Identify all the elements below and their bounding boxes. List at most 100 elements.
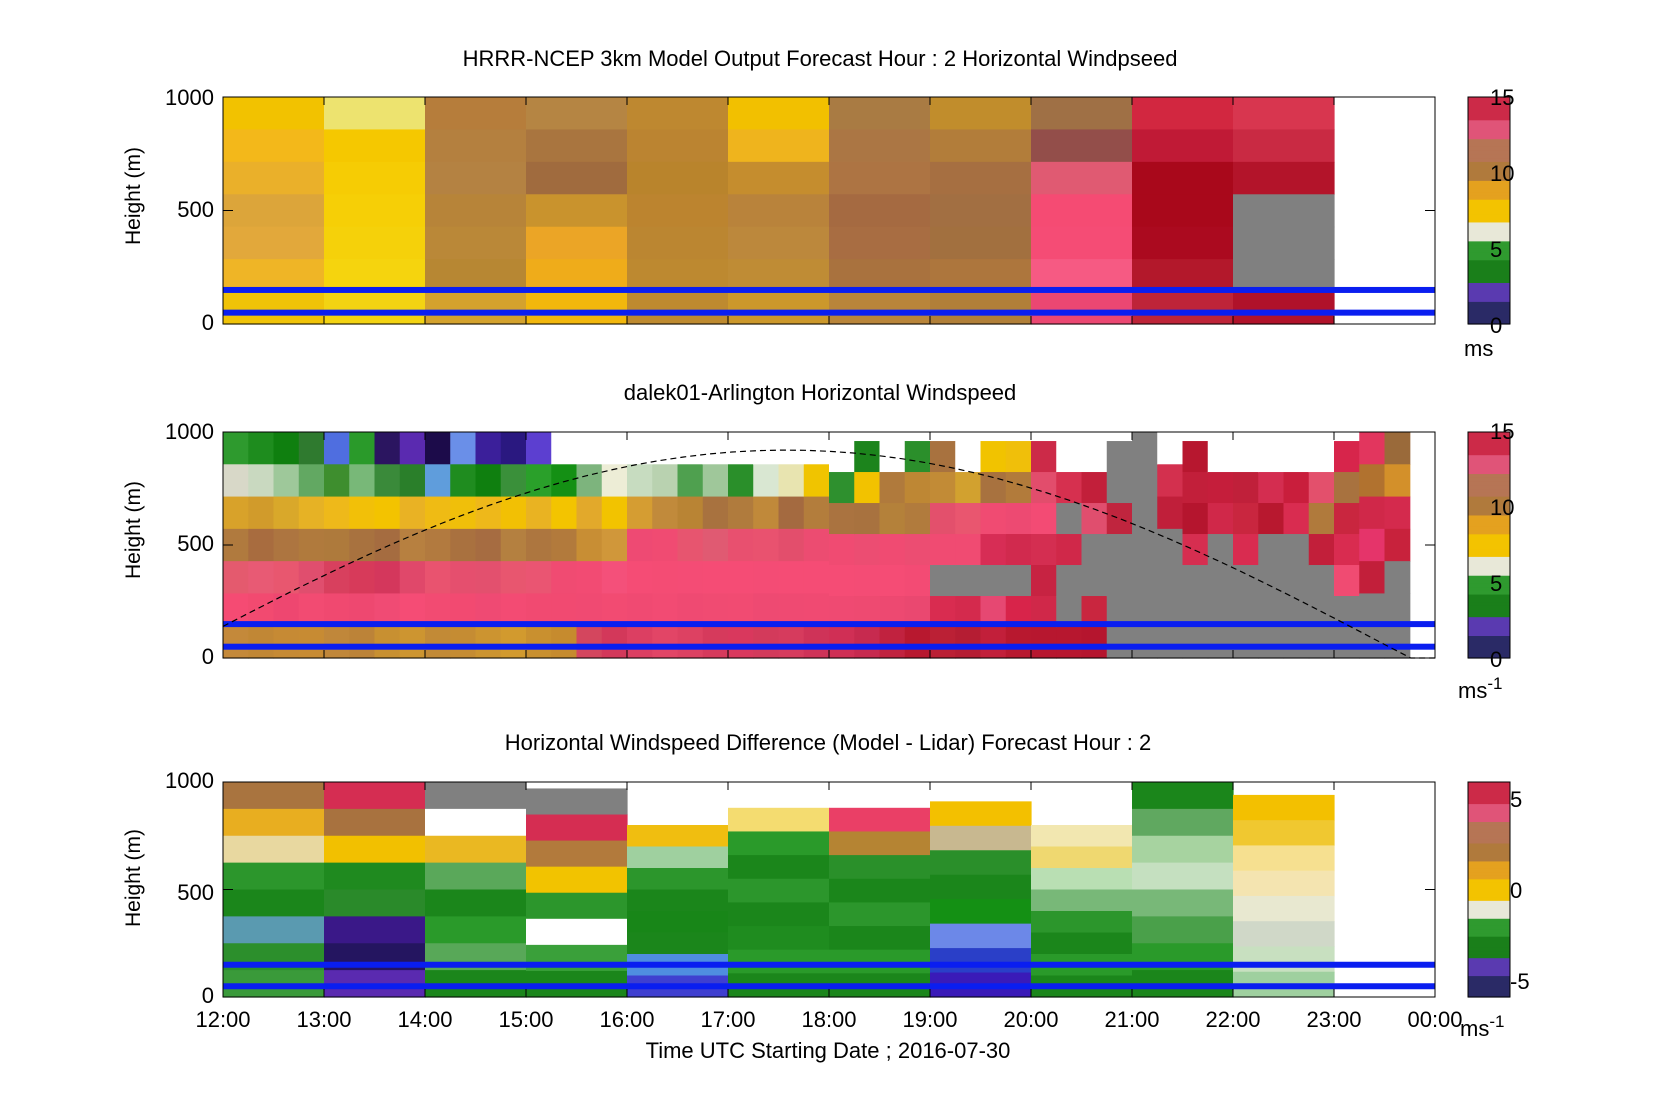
heatmap-cell (1207, 472, 1234, 504)
colorbar-swatch (1468, 593, 1510, 599)
heatmap-cell (829, 194, 931, 228)
heatmap-cell (627, 561, 653, 595)
colorbar-swatch (1468, 560, 1510, 565)
heatmap-cell (879, 627, 906, 659)
heatmap-cell (1359, 528, 1386, 562)
heatmap-cell (248, 496, 275, 530)
heatmap-cell (627, 97, 729, 131)
heatmap-cell (753, 561, 780, 595)
heatmap-cell (576, 593, 603, 627)
colorbar-swatch (1468, 97, 1510, 102)
heatmap-cell (627, 291, 729, 325)
heatmap-cell (677, 593, 704, 627)
heatmap-cell (324, 291, 426, 325)
heatmap-cell (1334, 534, 1360, 566)
heatmap-cell (223, 808, 325, 837)
y-tick-label: 0 (202, 644, 214, 669)
colorbar-swatch (1468, 305, 1510, 310)
heatmap-cell (778, 528, 805, 562)
heatmap-cell (399, 464, 426, 498)
heatmap-cell (1334, 627, 1360, 659)
heatmap-cell (1233, 161, 1335, 195)
heatmap-cell (349, 593, 376, 627)
colorbar-swatch (1468, 624, 1510, 629)
colorbar-swatch (1468, 134, 1510, 140)
heatmap-cell (1182, 472, 1209, 504)
heatmap-cell (879, 565, 906, 597)
heatmap-cell (425, 291, 527, 325)
colorbar-swatch (1468, 961, 1510, 966)
heatmap-cell (980, 472, 1007, 504)
y-tick-label: 0 (202, 310, 214, 335)
x-tick-label: 00:00 (1407, 1007, 1462, 1032)
heatmap-cell (930, 534, 956, 566)
heatmap-cell (627, 432, 653, 465)
heatmap-cell (399, 432, 426, 465)
colorbar-swatch (1468, 893, 1510, 898)
heatmap-cell (829, 926, 931, 951)
heatmap-cell (955, 565, 982, 597)
heatmap-cell (1182, 441, 1209, 473)
heatmap-cell (677, 528, 704, 562)
heatmap-cell (551, 464, 578, 498)
colorbar-tick-label: 5 (1490, 571, 1502, 596)
colorbar-swatch (1468, 548, 1510, 554)
heatmap-cell (980, 534, 1007, 566)
colorbar-swatch (1468, 187, 1510, 193)
heatmap-cell (829, 534, 855, 566)
colorbar-swatch (1468, 627, 1510, 633)
colorbar-swatch (1468, 271, 1510, 276)
heatmap-cell (1359, 561, 1386, 595)
x-tick-label: 19:00 (902, 1007, 957, 1032)
x-tick-label: 13:00 (296, 1007, 351, 1032)
heatmap-cell (728, 831, 830, 856)
heatmap-cell (551, 496, 578, 530)
heatmap-cell (223, 129, 325, 163)
heatmap-cell (1005, 627, 1032, 659)
heatmap-cell (955, 503, 982, 535)
heatmap-cell (728, 161, 830, 195)
colorbar-swatch (1468, 454, 1510, 459)
heatmap-cell (728, 496, 754, 530)
colorbar-swatch (1468, 206, 1510, 212)
colorbar-swatch (1468, 432, 1510, 437)
colorbar-swatch (1468, 864, 1510, 869)
heatmap-cell (1157, 464, 1184, 498)
colorbar-tick-label: -5 (1510, 969, 1530, 994)
heatmap-cell (526, 496, 552, 530)
heatmap-cell (1031, 97, 1133, 131)
heatmap-cell (349, 528, 376, 562)
colorbar-swatch (1468, 469, 1510, 475)
heatmap-cell (1308, 565, 1335, 597)
colorbar-swatch (1468, 259, 1510, 265)
heatmap-cell (1132, 835, 1234, 864)
heatmap-cell (627, 161, 729, 195)
panel-model: HRRR-NCEP 3km Model Output Forecast Hour… (122, 46, 1514, 361)
heatmap-cell (904, 534, 931, 566)
heatmap-cell (1233, 97, 1335, 131)
heatmap-cell (702, 561, 729, 595)
heatmap-cell (1308, 441, 1335, 473)
heatmap-cell (349, 496, 376, 530)
heatmap-cell (930, 923, 1032, 949)
colorbar-swatch (1468, 839, 1510, 844)
colorbar-swatch (1468, 492, 1510, 497)
heatmap-cell (904, 472, 931, 504)
heatmap-cell (1056, 534, 1083, 566)
heatmap-cell (955, 627, 982, 659)
heatmap-cell (223, 782, 325, 810)
colorbar-swatch (1468, 943, 1510, 948)
colorbar-swatch (1468, 104, 1510, 109)
heatmap-cell (930, 472, 956, 504)
heatmap-cell (728, 807, 830, 833)
x-tick-label: 23:00 (1306, 1007, 1361, 1032)
heatmap-cell (425, 782, 527, 810)
heatmap-cell (1384, 625, 1411, 659)
y-axis-label: Height (m) (122, 147, 145, 245)
heatmap-cell (854, 534, 881, 566)
heatmap-cell (930, 850, 1032, 876)
colorbar-swatch (1468, 814, 1510, 819)
colorbar-swatch (1468, 817, 1510, 823)
heatmap-cell (627, 593, 653, 627)
